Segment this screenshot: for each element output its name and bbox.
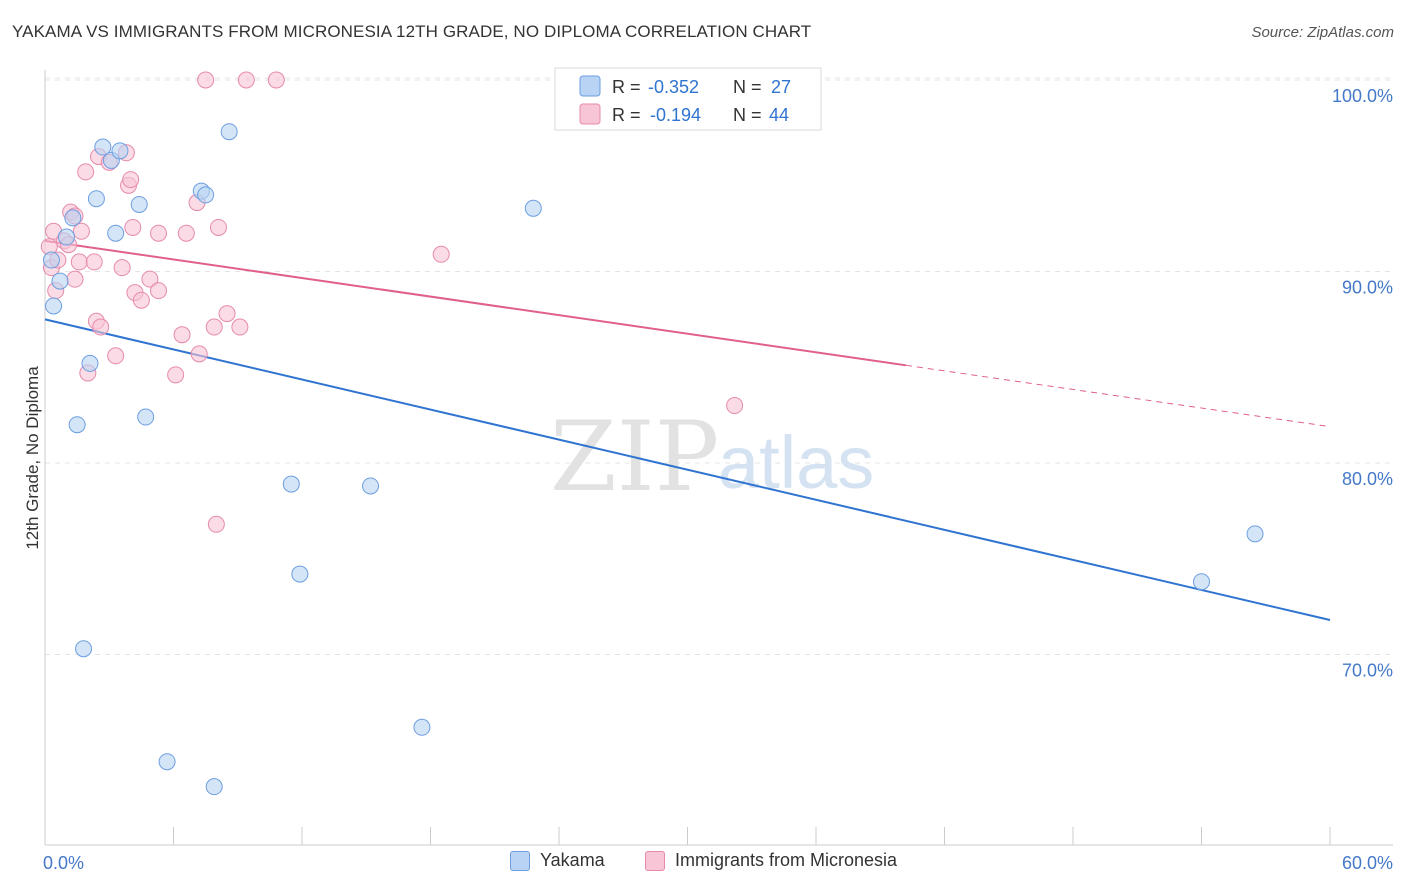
yakama-point <box>413 718 431 736</box>
legend-swatch-micronesia <box>645 850 665 871</box>
yakama-point <box>94 138 112 156</box>
legend-n-value-1: 27 <box>771 77 791 97</box>
micronesia-point <box>70 253 88 271</box>
yakama-point <box>45 297 63 315</box>
yakama-point <box>205 778 223 796</box>
yakama-point <box>130 195 148 213</box>
legend-r-value-2: -0.194 <box>650 105 701 125</box>
micronesia-point <box>167 366 185 384</box>
micronesia-point <box>77 163 95 181</box>
trend-line-micronesia <box>44 239 907 367</box>
micronesia-point <box>132 291 150 309</box>
legend-bottom: Yakama Immigrants from Micronesia <box>0 850 1406 880</box>
x-tick-label-max: 60.0% <box>1342 853 1393 873</box>
micronesia-point <box>726 397 744 415</box>
watermark: ZIP atlas <box>550 401 874 513</box>
legend-r-label-2: R = <box>612 105 641 125</box>
yakama-point <box>524 199 542 217</box>
legend-label-micronesia: Immigrants from Micronesia <box>675 850 898 870</box>
yakama-point <box>68 416 86 434</box>
yakama-point <box>158 753 176 771</box>
y-tick-label-90: 90.0% <box>1342 278 1393 298</box>
yakama-point <box>51 272 69 290</box>
micronesia-point <box>173 326 191 344</box>
micronesia-point <box>150 282 168 300</box>
micronesia-point <box>85 253 103 271</box>
yakama-point <box>81 354 99 372</box>
micronesia-point <box>177 224 195 242</box>
yakama-point <box>197 186 215 204</box>
yakama-point <box>75 640 93 658</box>
yakama-point <box>1193 573 1210 591</box>
trend-lines <box>44 239 1331 622</box>
yakama-point <box>137 408 155 426</box>
legend-item-micronesia: Immigrants from Micronesia <box>645 850 897 871</box>
chart-title: YAKAMA VS IMMIGRANTS FROM MICRONESIA 12T… <box>12 22 812 41</box>
legend-swatch-micronesia <box>579 103 601 125</box>
micronesia-point <box>237 71 255 89</box>
yakama-point <box>220 123 238 141</box>
micronesia-point <box>197 71 215 89</box>
micronesia-point <box>107 347 125 365</box>
y-tick-label-70: 70.0% <box>1342 661 1393 681</box>
yakama-point <box>107 224 125 242</box>
legend-swatch-yakama <box>579 75 601 97</box>
trend-line-yakama <box>44 318 1331 622</box>
legend-r-value-1: -0.352 <box>648 77 699 97</box>
micronesia-point <box>124 218 142 236</box>
series-yakama-points <box>42 123 1264 796</box>
legend-top: R = -0.352 N = 27 R = -0.194 N = 44 <box>554 67 822 131</box>
micronesia-point <box>122 171 140 189</box>
micronesia-point <box>92 318 110 336</box>
y-tick-label-100: 100.0% <box>1332 86 1393 106</box>
yakama-point <box>87 190 105 208</box>
yakama-point <box>57 228 75 246</box>
micronesia-point <box>150 224 168 242</box>
trend-line-extension-micronesia <box>905 364 1331 428</box>
legend-item-yakama: Yakama <box>510 850 605 871</box>
micronesia-point <box>66 270 84 288</box>
y-axis-label: 12th Grade, No Diploma <box>23 366 42 550</box>
series-micronesia-points <box>40 71 744 533</box>
micronesia-point <box>190 345 208 363</box>
yakama-point <box>111 142 129 160</box>
micronesia-point <box>231 318 249 336</box>
yakama-point <box>1246 525 1264 543</box>
legend-n-label-1: N = <box>733 77 762 97</box>
yakama-point <box>362 477 380 495</box>
x-tick-label-min: 0.0% <box>43 853 84 873</box>
micronesia-point <box>205 318 223 336</box>
micronesia-point <box>432 245 450 263</box>
watermark-atlas: atlas <box>718 421 874 504</box>
micronesia-point <box>207 515 225 533</box>
tick-labels: 70.0% 80.0% 90.0% 100.0% 0.0% 60.0% <box>43 86 1393 873</box>
legend-swatch-yakama <box>510 850 530 871</box>
yakama-point <box>42 251 60 269</box>
legend-n-value-2: 44 <box>769 105 789 125</box>
yakama-point <box>64 209 82 227</box>
micronesia-point <box>218 305 236 323</box>
legend-r-label-1: R = <box>612 77 641 97</box>
legend-n-label-2: N = <box>733 105 762 125</box>
legend-label-yakama: Yakama <box>540 850 605 870</box>
yakama-point <box>291 565 309 583</box>
yakama-point <box>282 475 300 493</box>
y-tick-label-80: 80.0% <box>1342 469 1393 489</box>
axes <box>44 70 1393 846</box>
micronesia-point <box>209 218 227 236</box>
micronesia-point <box>141 270 159 288</box>
micronesia-point <box>267 71 285 89</box>
source-label: Source: ZipAtlas.com <box>1251 24 1394 41</box>
micronesia-point <box>113 259 131 277</box>
micronesia-point <box>72 222 90 240</box>
